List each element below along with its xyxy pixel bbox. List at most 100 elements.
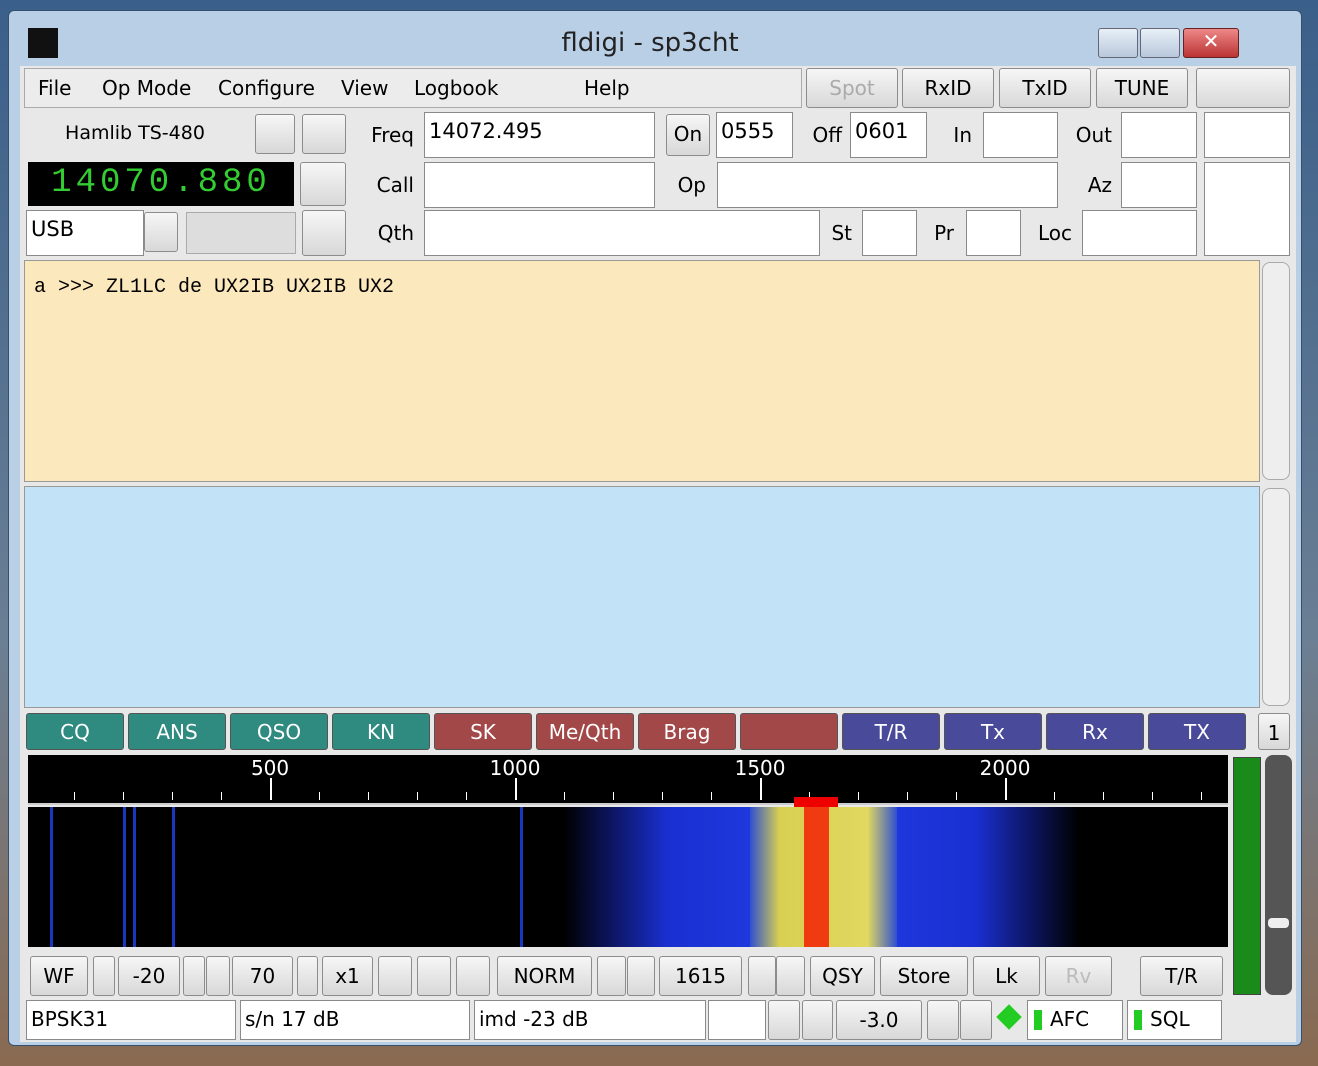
arrow-button[interactable] — [768, 1000, 800, 1040]
field-label: Call — [338, 173, 414, 197]
macro-button[interactable]: Tx — [944, 713, 1042, 750]
scrollbar[interactable] — [1262, 262, 1290, 480]
minor-tick — [1005, 792, 1006, 800]
input-field[interactable] — [1204, 162, 1290, 256]
arrow-button[interactable] — [93, 956, 115, 996]
control[interactable]: Rv — [1045, 956, 1112, 996]
macro-button[interactable]: TX — [1148, 713, 1246, 750]
minor-tick — [858, 792, 859, 800]
carrier — [172, 807, 175, 947]
minor-tick — [466, 792, 467, 800]
control[interactable]: Store — [880, 956, 968, 996]
control[interactable]: T/R — [1140, 956, 1223, 996]
field-label: Az — [1036, 173, 1112, 197]
arrow-button[interactable] — [378, 956, 412, 996]
menu-item[interactable]: File — [38, 76, 71, 100]
arrow-button[interactable] — [960, 1000, 992, 1040]
tick-label: 1500 — [720, 756, 800, 780]
input-field[interactable] — [1082, 210, 1197, 256]
arrow-button[interactable] — [183, 956, 205, 996]
mode-select[interactable]: USB — [26, 210, 144, 256]
input-field[interactable] — [1204, 112, 1290, 158]
tick-label: 2000 — [965, 756, 1045, 780]
arrow-button[interactable] — [627, 956, 655, 996]
blank-button[interactable] — [1196, 68, 1290, 108]
menu-item[interactable]: Help — [584, 76, 630, 100]
indicator — [1034, 1010, 1042, 1030]
macro-button[interactable]: CQ — [26, 713, 124, 750]
close-button[interactable]: ✕ — [1183, 28, 1239, 58]
control[interactable]: Lk — [973, 956, 1040, 996]
field-label: St — [776, 221, 852, 245]
toggle-button[interactable]: Spot — [806, 68, 898, 108]
status-field: s/n 17 dB — [240, 1000, 470, 1040]
tx-pane[interactable] — [24, 486, 1260, 708]
control[interactable]: WF — [30, 956, 88, 996]
arrow-button[interactable] — [297, 956, 318, 996]
macro-button[interactable]: ANS — [128, 713, 226, 750]
macro-button[interactable]: QSO — [230, 713, 328, 750]
control[interactable]: QSY — [810, 956, 875, 996]
arrow-button[interactable] — [776, 956, 805, 996]
bandwidth-select[interactable] — [186, 212, 296, 254]
maximize-button[interactable] — [1140, 28, 1180, 58]
rx-text: a >>> ZL1LC de UX2IB UX2IB UX2 — [34, 276, 394, 299]
cursor — [804, 807, 828, 947]
macro-button[interactable]: Rx — [1046, 713, 1144, 750]
toggle-button[interactable]: RxID — [902, 68, 994, 108]
menu-item[interactable]: Logbook — [414, 76, 498, 100]
minor-tick — [1054, 792, 1055, 800]
arrow-button[interactable] — [927, 1000, 959, 1040]
input-field[interactable] — [424, 162, 655, 208]
macro-button[interactable]: Brag — [638, 713, 736, 750]
minor-tick — [760, 792, 761, 800]
macro-button[interactable]: Me/Qth — [536, 713, 634, 750]
input-field[interactable] — [1121, 112, 1197, 158]
arrow-button[interactable] — [802, 1000, 833, 1040]
control[interactable]: 1615 — [659, 956, 742, 996]
status-field — [708, 1000, 766, 1040]
field-button[interactable]: On — [666, 114, 710, 156]
minimize-button[interactable] — [1098, 28, 1138, 58]
input-field[interactable]: 14072.495 — [424, 112, 655, 158]
macro-button[interactable]: T/R — [842, 713, 940, 750]
toggle-button[interactable]: TxID — [999, 68, 1091, 108]
field-label: Off — [766, 123, 842, 147]
field-label: Op — [630, 173, 706, 197]
toggle-button[interactable]: TUNE — [1096, 68, 1188, 108]
menu-item[interactable]: Configure — [218, 76, 315, 100]
macro-button[interactable]: KN — [332, 713, 430, 750]
rig-name: Hamlib TS-480 — [30, 122, 240, 144]
arrow-button[interactable] — [206, 956, 230, 996]
arrow-button[interactable] — [597, 956, 626, 996]
minor-tick — [956, 792, 957, 800]
control[interactable]: -20 — [118, 956, 180, 996]
field-label: Qth — [338, 221, 414, 245]
field-label: Loc — [996, 221, 1072, 245]
status-field[interactable]: -3.0 — [836, 1000, 922, 1040]
macro-button[interactable] — [740, 713, 838, 750]
arrow-button[interactable] — [456, 956, 490, 996]
arrow-button[interactable] — [748, 956, 776, 996]
input-field[interactable] — [424, 210, 820, 256]
menu-item[interactable]: Op Mode — [102, 76, 191, 100]
dropdown-arrow[interactable] — [144, 212, 178, 252]
input-field[interactable] — [717, 162, 1058, 208]
squelch-slider[interactable] — [1265, 755, 1292, 995]
minor-tick — [368, 792, 369, 800]
scrollbar[interactable] — [1262, 488, 1290, 706]
slider-thumb[interactable] — [1268, 918, 1289, 928]
rig-button[interactable] — [255, 114, 295, 154]
macro-button[interactable]: SK — [434, 713, 532, 750]
control[interactable]: NORM — [497, 956, 592, 996]
minor-tick — [564, 792, 565, 800]
macro-bank[interactable]: 1 — [1258, 713, 1290, 750]
field-label: Out — [1036, 123, 1112, 147]
menu-item[interactable]: View — [341, 76, 388, 100]
arrow-button[interactable] — [417, 956, 451, 996]
control[interactable]: 70 — [232, 956, 293, 996]
tick-label: 500 — [230, 756, 310, 780]
input-field[interactable] — [1121, 162, 1197, 208]
control[interactable]: x1 — [322, 956, 373, 996]
tick-label: 1000 — [475, 756, 555, 780]
